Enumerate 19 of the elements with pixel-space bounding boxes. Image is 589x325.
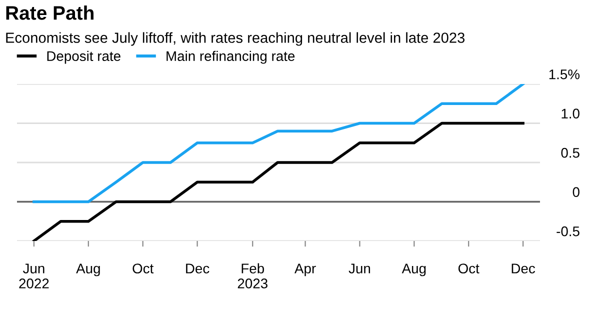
x-tick-label: Dec [186, 264, 210, 274]
y-tick-label: 1.0 [562, 108, 580, 119]
x-tick-label: Jun 2022 [19, 264, 49, 288]
x-tick-label: Jun [348, 264, 370, 274]
x-tick-label: Aug [402, 264, 426, 276]
legend-label: Main refinancing rate [166, 50, 295, 64]
y-tick-label: 0.5 [561, 148, 580, 158]
y-tick-label: 0 [572, 187, 580, 198]
chart-subtitle: Economists see July liftoff, with rates reaching neutral level in late 2023 [6, 32, 465, 46]
x-tick-label: Aug [76, 264, 100, 276]
x-tick-label: Feb 2023 [238, 263, 268, 288]
x-tick-label: Dec [512, 264, 536, 274]
x-tick-label: Oct [458, 264, 480, 274]
legend-label: Deposit rate [47, 50, 120, 64]
y-tick-label: -0.5 [556, 226, 580, 236]
chart-title: Rate Path [6, 6, 94, 20]
x-tick-label: Apr [294, 264, 316, 276]
x-tick-label: Oct [132, 264, 154, 274]
y-tick-label: 1.5% [549, 69, 580, 80]
